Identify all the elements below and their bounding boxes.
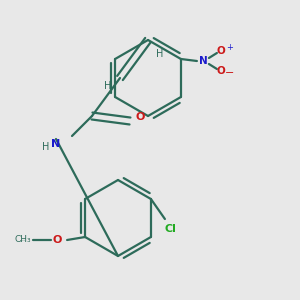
Text: N: N [51, 139, 61, 149]
Text: O: O [52, 235, 62, 245]
Text: −: − [225, 68, 235, 78]
Text: O: O [135, 112, 145, 122]
Text: O: O [217, 66, 225, 76]
Text: N: N [199, 56, 207, 66]
Text: H: H [42, 142, 50, 152]
Text: H: H [156, 49, 164, 59]
Text: CH₃: CH₃ [15, 236, 32, 244]
Text: methoxy: methoxy [20, 239, 26, 241]
Text: +: + [226, 43, 233, 52]
Text: H: H [104, 81, 112, 91]
Text: O: O [217, 46, 225, 56]
Text: Cl: Cl [165, 224, 177, 234]
